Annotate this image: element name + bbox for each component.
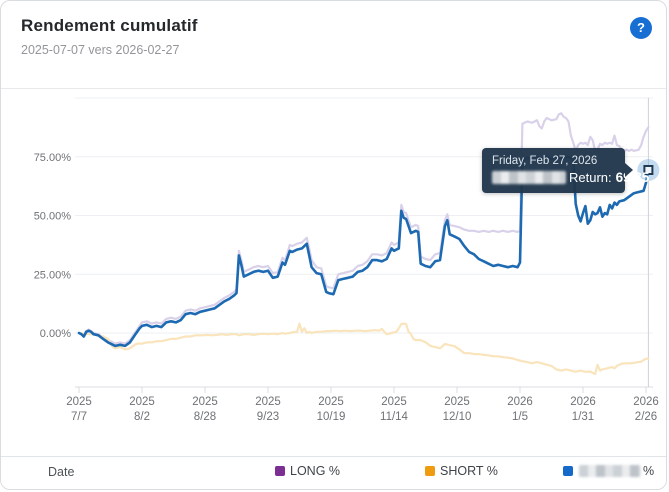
redacted-series-name [492, 171, 566, 184]
x-axis-label-date: 9/23 [257, 411, 279, 423]
long-series-swatch-icon [275, 466, 285, 476]
series-line-0 [77, 112, 650, 345]
hover-marker [643, 165, 654, 175]
series-line-2 [77, 155, 650, 348]
series-line-1 [77, 322, 650, 376]
page-title: Rendement cumulatif [21, 16, 198, 35]
y-axis-label: 50.00% [34, 211, 72, 223]
x-axis-label-year: 2025 [318, 396, 344, 408]
chart-tooltip: Friday, Feb 27, 2026 Return: 69.35 [482, 148, 649, 193]
redacted-legend-name [579, 465, 641, 477]
x-axis-label-date: 1/31 [572, 411, 594, 423]
y-axis-label: 25.00% [34, 269, 72, 281]
legend-label-main-suffix: % [643, 464, 655, 478]
x-axis-title: Date [48, 465, 75, 479]
help-button[interactable]: ? [630, 17, 652, 39]
tooltip-arrow [625, 163, 633, 177]
legend-item-main[interactable]: % [563, 464, 654, 478]
chart-header: Rendement cumulatif 2025-07-07 vers 2026… [1, 1, 666, 89]
x-axis-label-year: 2025 [192, 396, 218, 408]
x-axis-label-date: 10/19 [317, 411, 346, 423]
tooltip-return-label: Return: [569, 170, 612, 185]
date-range-subtitle: 2025-07-07 vers 2026-02-27 [21, 43, 180, 57]
legend-footer: Date LONG % SHORT % % [1, 456, 666, 489]
legend-label-short: SHORT % [440, 464, 498, 478]
legend-item-short[interactable]: SHORT % [425, 464, 498, 478]
x-axis-label-date: 8/28 [194, 411, 216, 423]
y-axis-label: 0.00% [40, 328, 71, 340]
legend-label-long: LONG % [290, 464, 341, 478]
main-series-swatch-icon [563, 466, 573, 476]
x-axis-label-year: 2025 [66, 396, 92, 408]
x-axis-label-year: 2025 [255, 396, 281, 408]
x-axis-label-year: 2025 [444, 396, 470, 408]
x-axis-label-date: 8/2 [134, 411, 150, 423]
question-mark-icon: ? [637, 20, 645, 35]
y-axis-label: 75.00% [34, 152, 72, 164]
x-axis-label-date: 7/7 [71, 411, 87, 423]
x-axis-label-date: 12/10 [443, 411, 472, 423]
x-axis-label-year: 2026 [507, 396, 533, 408]
tooltip-return-value: 69.35 [615, 170, 650, 185]
tooltip-value-row: Return: 69.35 [492, 170, 649, 185]
x-axis-label-date: 2/26 [635, 411, 657, 423]
chart-area: 0.00% 25.00% 50.00% 75.00% 2025 7/7 2025 8/2 202… [1, 89, 667, 459]
cumulative-return-chart[interactable]: 0.00% 25.00% 50.00% 75.00% 2025 7/7 2025 8/2 202… [1, 89, 667, 459]
x-axis-label-date: 1/5 [512, 411, 528, 423]
x-axis-label-year: 2026 [570, 396, 596, 408]
x-axis-label-year: 2025 [381, 396, 407, 408]
short-series-swatch-icon [425, 466, 435, 476]
x-axis-label-year: 2025 [129, 396, 155, 408]
x-axis-label-date: 11/14 [380, 411, 409, 423]
tooltip-date: Friday, Feb 27, 2026 [492, 155, 598, 167]
legend-item-long[interactable]: LONG % [275, 464, 340, 478]
x-axis-label-year: 2026 [633, 396, 659, 408]
